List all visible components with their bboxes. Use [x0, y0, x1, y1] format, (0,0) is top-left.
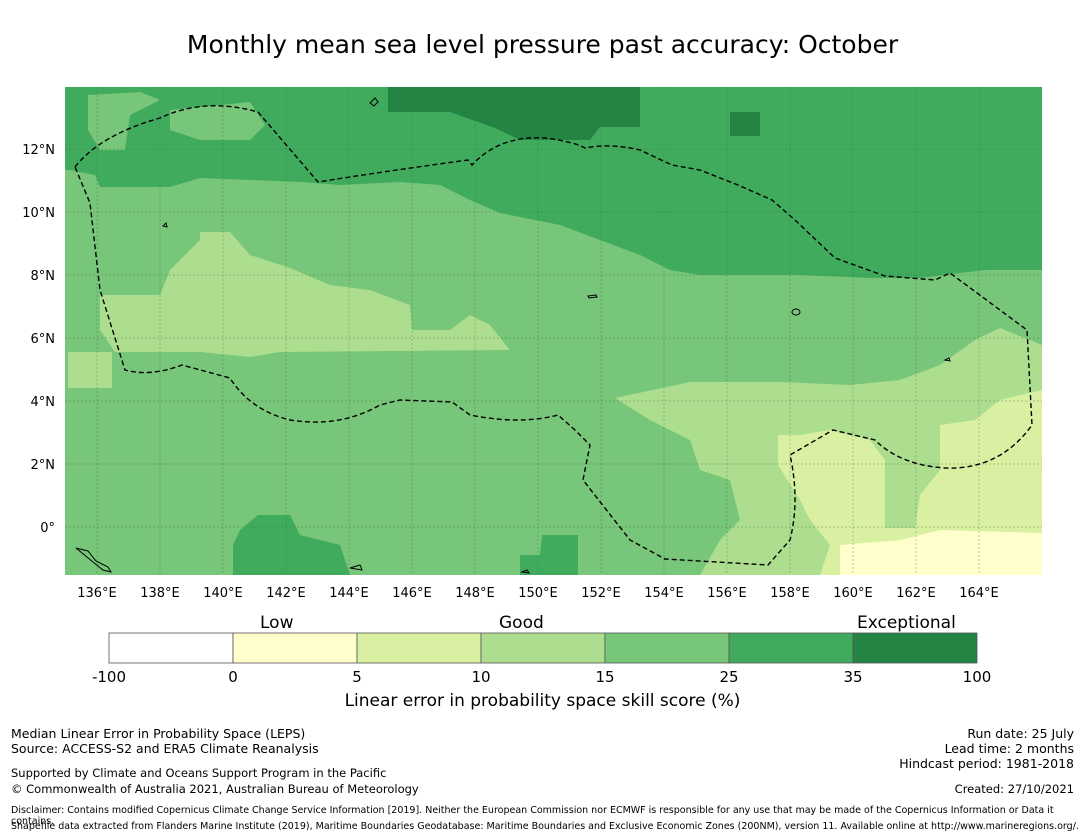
lon-tick-label: 146°E — [392, 586, 432, 601]
footer-source: Source: ACCESS-S2 and ERA5 Climate Reana… — [11, 741, 319, 756]
lon-tick-label: 158°E — [770, 586, 810, 601]
colorbar-bin — [604, 632, 730, 664]
skill-region-25-35-north — [65, 87, 1042, 278]
skill-region-35-100 — [388, 87, 640, 140]
lat-tick-label: 6°N — [31, 332, 56, 347]
footer-hindcast-period: Hindcast period: 1981-2018 — [899, 756, 1074, 771]
lat-tick-labels: 12°N 10°N 8°N 6°N 4°N 2°N 0° — [22, 143, 55, 536]
colorbar — [108, 632, 978, 664]
colorbar-tick-label: 25 — [719, 668, 738, 686]
colorbar-bin — [480, 632, 606, 664]
lon-tick-labels: 136°E 138°E 140°E 142°E 144°E 146°E 148°… — [77, 586, 999, 601]
lon-tick-label: 152°E — [581, 586, 621, 601]
footer-created: Created: 27/10/2021 — [954, 782, 1074, 796]
lon-tick-label: 144°E — [329, 586, 369, 601]
colorbar-bin — [108, 632, 234, 664]
lat-tick-label: 2°N — [31, 458, 56, 473]
footer-run-date: Run date: 25 July — [967, 726, 1074, 741]
colorbar-bin — [356, 632, 482, 664]
lon-tick-label: 138°E — [140, 586, 180, 601]
lon-tick-label: 148°E — [455, 586, 495, 601]
colorbar-tick-label: 5 — [352, 668, 362, 686]
skill-region-5-10-southeast — [778, 390, 1042, 575]
skill-region-15-25-northwest — [88, 92, 160, 150]
colorbar-tick-label: 0 — [228, 668, 238, 686]
map-title: Monthly mean sea level pressure past acc… — [186, 30, 899, 59]
lat-tick-label: 0° — [40, 521, 55, 536]
eez-boundary — [74, 105, 1033, 566]
colorbar-tick-label: -100 — [92, 668, 126, 686]
skill-region-10-15-west — [68, 352, 112, 388]
footer-method: Median Linear Error in Probability Space… — [11, 726, 306, 741]
skill-region-10-15-central — [100, 232, 510, 357]
lon-tick-label: 164°E — [959, 586, 999, 601]
colorbar-bin — [852, 632, 978, 664]
legend-category-low: Low — [260, 613, 294, 633]
colorbar-tick-labels: -100 0 5 10 15 25 35 100 — [92, 668, 991, 686]
lon-tick-label: 140°E — [203, 586, 243, 601]
legend-category-exceptional: Exceptional — [857, 613, 956, 633]
skill-region-25-35-south — [233, 515, 350, 575]
lon-tick-label: 162°E — [896, 586, 936, 601]
footer-copyright: © Commonwealth of Australia 2021, Austra… — [11, 782, 419, 796]
lon-tick-label: 142°E — [266, 586, 306, 601]
lon-tick-label: 156°E — [707, 586, 747, 601]
lon-tick-label: 150°E — [518, 586, 558, 601]
colorbar-tick-label: 15 — [595, 668, 614, 686]
colorbar-title: Linear error in probability space skill … — [344, 691, 741, 711]
lat-tick-label: 8°N — [31, 269, 56, 284]
legend-category-good: Good — [499, 613, 544, 633]
lat-tick-label: 10°N — [22, 206, 55, 221]
lat-tick-label: 12°N — [22, 143, 55, 158]
footer-support: Supported by Climate and Oceans Support … — [11, 766, 387, 780]
footer-lead-time: Lead time: 2 months — [944, 741, 1074, 756]
skill-map: 136°E 138°E 140°E 142°E 144°E 146°E 148°… — [22, 87, 1042, 686]
skill-region-0-5-south — [840, 530, 1042, 575]
colorbar-tick-label: 35 — [843, 668, 862, 686]
skill-region-25-35-south-central — [520, 535, 578, 575]
colorbar-tick-label: 100 — [963, 668, 992, 686]
footer-disclaimer: Disclaimer: Contains modified Copernicus… — [11, 805, 1054, 827]
footer-shapefile-credit: Shapefile data extracted from Flanders M… — [11, 821, 1079, 832]
colorbar-tick-label: 10 — [471, 668, 490, 686]
islands — [75, 97, 951, 574]
skill-field — [65, 87, 1042, 575]
colorbar-bin — [232, 632, 358, 664]
lon-tick-label: 160°E — [833, 586, 873, 601]
lon-tick-label: 154°E — [644, 586, 684, 601]
map-gridlines — [65, 87, 1042, 575]
lat-tick-label: 4°N — [31, 395, 56, 410]
skill-region-35-100-east — [730, 112, 760, 136]
skill-region-15-25-north — [170, 102, 265, 140]
lon-tick-label: 136°E — [77, 586, 117, 601]
colorbar-bin — [728, 632, 854, 664]
